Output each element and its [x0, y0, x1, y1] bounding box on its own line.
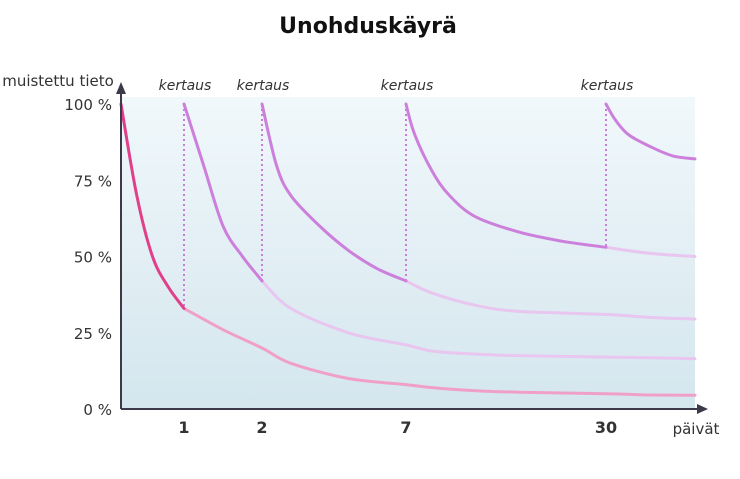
- review-label: kertaus: [381, 78, 434, 94]
- y-tick-label: 25 %: [74, 325, 112, 343]
- y-tick-label: 0 %: [83, 401, 112, 419]
- x-axis-label: päivät: [673, 420, 720, 438]
- x-axis-arrow: [697, 404, 708, 414]
- labels: päivät muistettu tieto kertaus kertaus kerta…: [2, 72, 719, 438]
- axes: [116, 82, 708, 414]
- review-label: kertaus: [581, 78, 634, 94]
- review-marker-lines: [183, 104, 607, 309]
- curve-4-faded: [604, 245, 697, 258]
- y-axis-arrow: [116, 82, 126, 94]
- y-tick-label: 100 %: [64, 96, 112, 114]
- x-tick-label: 7: [400, 418, 411, 437]
- curve-3-faded: [404, 279, 697, 321]
- x-tick-label: 2: [256, 418, 267, 437]
- y-axis-label: muistettu tieto: [2, 72, 114, 90]
- curve-1: [119, 102, 186, 310]
- y-tick-label: 50 %: [74, 249, 112, 267]
- curve-5: [604, 102, 697, 161]
- chart-title: Unohduskäyrä: [279, 14, 457, 39]
- curve-2-faded: [260, 279, 697, 361]
- review-label: kertaus: [159, 78, 212, 94]
- curves: [119, 102, 697, 397]
- x-tick-label: 30: [595, 418, 617, 437]
- curve-3: [260, 102, 408, 283]
- curve-2: [182, 102, 264, 283]
- curve-4: [404, 102, 608, 249]
- y-tick-label: 75 %: [74, 172, 112, 190]
- x-tick-label: 1: [178, 418, 189, 437]
- curve-1-faded: [182, 306, 697, 397]
- review-label: kertaus: [237, 78, 290, 94]
- plot-background: [121, 97, 695, 409]
- ticks: 100 % 75 % 50 % 25 % 0 % 1 2 7 30: [64, 96, 617, 437]
